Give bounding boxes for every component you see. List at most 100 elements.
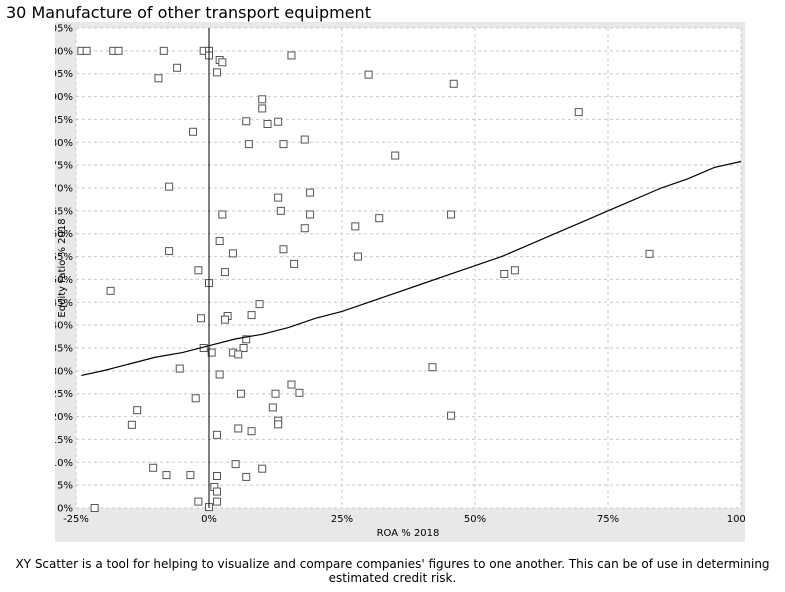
data-point[interactable] bbox=[133, 406, 142, 415]
plot-area bbox=[76, 28, 741, 508]
data-point[interactable] bbox=[165, 182, 174, 191]
data-point[interactable] bbox=[274, 420, 283, 429]
y-tick-label: 35% bbox=[55, 344, 73, 355]
y-tick-label: 75% bbox=[55, 161, 73, 172]
y-tick-label: 15% bbox=[55, 435, 73, 446]
data-point[interactable] bbox=[212, 430, 221, 439]
data-point[interactable] bbox=[290, 259, 299, 268]
data-point[interactable] bbox=[255, 300, 264, 309]
data-point[interactable] bbox=[279, 140, 288, 149]
x-tick-label: 0% bbox=[201, 514, 217, 525]
y-tick-label: 80% bbox=[55, 138, 73, 149]
data-point[interactable] bbox=[274, 193, 283, 202]
data-point[interactable] bbox=[231, 460, 240, 469]
data-point[interactable] bbox=[242, 472, 251, 481]
data-point[interactable] bbox=[353, 252, 362, 261]
data-point[interactable] bbox=[645, 249, 654, 258]
data-point[interactable] bbox=[186, 471, 195, 480]
data-point[interactable] bbox=[428, 363, 437, 372]
data-point[interactable] bbox=[391, 151, 400, 160]
data-point[interactable] bbox=[276, 206, 285, 215]
data-point[interactable] bbox=[574, 108, 583, 117]
data-point[interactable] bbox=[449, 79, 458, 88]
x-tick-label: -25% bbox=[63, 514, 89, 525]
data-point[interactable] bbox=[218, 210, 227, 219]
y-tick-label: 90% bbox=[55, 92, 73, 103]
data-point[interactable] bbox=[236, 389, 245, 398]
data-point[interactable] bbox=[191, 394, 200, 403]
data-point[interactable] bbox=[375, 214, 384, 223]
data-point[interactable] bbox=[162, 471, 171, 480]
data-point[interactable] bbox=[234, 424, 243, 433]
data-point[interactable] bbox=[263, 120, 272, 128]
data-point[interactable] bbox=[306, 188, 315, 197]
y-tick-label: 100% bbox=[55, 46, 73, 57]
data-point[interactable] bbox=[189, 127, 198, 136]
data-point[interactable] bbox=[90, 504, 99, 512]
scatter-chart[interactable]: 0% 5% 10% 15% 20% 25% 30% 35% 40% 45% 50% 55% 60% 65%… bbox=[55, 22, 745, 542]
data-point[interactable] bbox=[228, 249, 237, 258]
y-tick-label: 40% bbox=[55, 321, 73, 332]
data-point[interactable] bbox=[149, 463, 158, 472]
data-point[interactable] bbox=[212, 472, 221, 480]
data-point[interactable] bbox=[212, 68, 221, 77]
data-point[interactable] bbox=[159, 46, 168, 55]
data-point[interactable] bbox=[247, 311, 256, 320]
data-point[interactable] bbox=[82, 46, 91, 55]
data-point[interactable] bbox=[295, 388, 304, 397]
data-point[interactable] bbox=[287, 51, 296, 60]
trend-line bbox=[81, 160, 742, 377]
data-point[interactable] bbox=[194, 266, 203, 275]
y-tick-label: 5% bbox=[57, 481, 73, 492]
data-point[interactable] bbox=[287, 380, 296, 389]
y-axis-title: Equity ratio % 2018 bbox=[57, 218, 68, 317]
y-tick-label: 65% bbox=[55, 206, 73, 217]
y-tick-label: 20% bbox=[55, 412, 73, 423]
data-point[interactable] bbox=[271, 389, 280, 398]
y-tick-label: 70% bbox=[55, 184, 73, 195]
x-axis-title: ROA % 2018 bbox=[377, 528, 440, 539]
data-point[interactable] bbox=[215, 370, 224, 379]
data-point[interactable] bbox=[165, 247, 174, 256]
data-point[interactable] bbox=[510, 266, 519, 275]
data-point[interactable] bbox=[215, 237, 224, 246]
data-point[interactable] bbox=[242, 117, 251, 126]
data-point[interactable] bbox=[279, 245, 288, 254]
data-point[interactable] bbox=[500, 269, 509, 278]
data-point[interactable] bbox=[114, 46, 123, 55]
data-point[interactable] bbox=[175, 364, 184, 373]
data-point[interactable] bbox=[194, 497, 203, 506]
data-point[interactable] bbox=[300, 224, 309, 233]
data-point[interactable] bbox=[197, 314, 206, 323]
data-point[interactable] bbox=[242, 335, 251, 344]
data-point[interactable] bbox=[258, 104, 267, 113]
data-point[interactable] bbox=[234, 350, 243, 359]
data-point[interactable] bbox=[258, 95, 267, 104]
data-point[interactable] bbox=[351, 222, 360, 231]
data-point[interactable] bbox=[173, 63, 182, 72]
data-point[interactable] bbox=[447, 210, 456, 219]
data-point[interactable] bbox=[220, 315, 229, 324]
data-point[interactable] bbox=[127, 420, 136, 429]
data-point[interactable] bbox=[244, 140, 253, 149]
x-tick-label: 50% bbox=[464, 514, 486, 525]
data-point[interactable] bbox=[212, 497, 221, 506]
data-point[interactable] bbox=[306, 210, 315, 219]
y-tick-label: 105% bbox=[55, 24, 73, 35]
y-ticks: 0% 5% 10% 15% 20% 25% 30% 35% 40% 45% 50% 55% 60% 65%… bbox=[55, 24, 73, 515]
data-point[interactable] bbox=[274, 117, 283, 126]
data-point[interactable] bbox=[218, 58, 227, 67]
data-point[interactable] bbox=[207, 348, 216, 357]
page-title: 30 Manufacture of other transport equipm… bbox=[6, 3, 371, 22]
data-point[interactable] bbox=[258, 464, 267, 473]
data-point[interactable] bbox=[300, 135, 309, 144]
data-point[interactable] bbox=[268, 403, 277, 412]
data-point[interactable] bbox=[154, 74, 163, 83]
data-point[interactable] bbox=[447, 411, 456, 420]
data-point[interactable] bbox=[220, 268, 229, 277]
data-point[interactable] bbox=[212, 487, 221, 496]
data-point[interactable] bbox=[106, 286, 115, 295]
data-point[interactable] bbox=[364, 70, 373, 79]
data-point[interactable] bbox=[239, 344, 248, 352]
data-point[interactable] bbox=[247, 427, 256, 436]
